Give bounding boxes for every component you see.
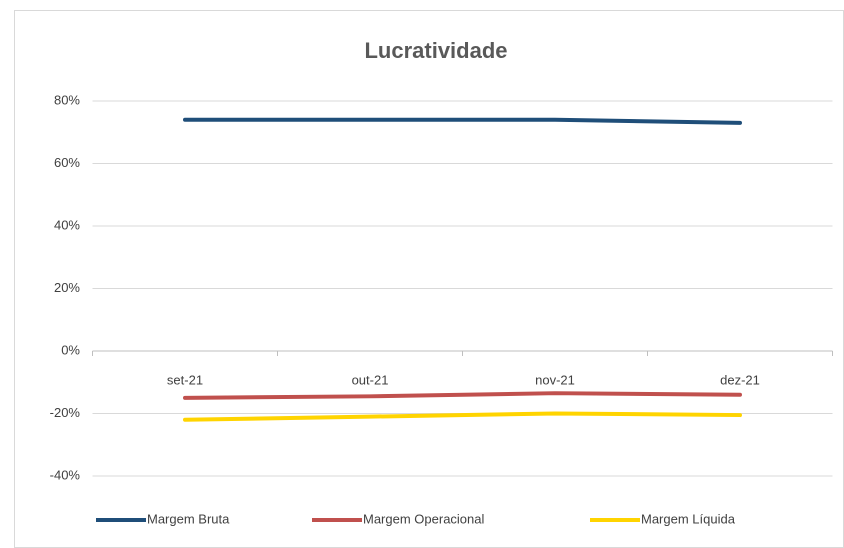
x-tick-label: dez-21 xyxy=(720,372,760,387)
y-tick-label: 80% xyxy=(54,92,80,107)
y-tick-label: 0% xyxy=(61,342,80,357)
line-series xyxy=(183,411,742,422)
line-series xyxy=(183,391,742,400)
line-series xyxy=(183,117,742,125)
chart-title: Lucratividade xyxy=(364,38,507,63)
x-tick-label: nov-21 xyxy=(535,372,575,387)
legend-label: Margem Líquida xyxy=(641,511,736,526)
x-tick-label: set-21 xyxy=(167,372,203,387)
legend-label: Margem Bruta xyxy=(147,511,230,526)
legend-label: Margem Operacional xyxy=(363,511,484,526)
y-tick-label: 60% xyxy=(54,155,80,170)
y-tick-label: -40% xyxy=(50,467,81,482)
y-tick-label: 40% xyxy=(54,217,80,232)
y-tick-label: 20% xyxy=(54,280,80,295)
x-tick-label: out-21 xyxy=(352,372,389,387)
y-tick-label: -20% xyxy=(50,405,81,420)
chart-frame xyxy=(14,10,844,548)
